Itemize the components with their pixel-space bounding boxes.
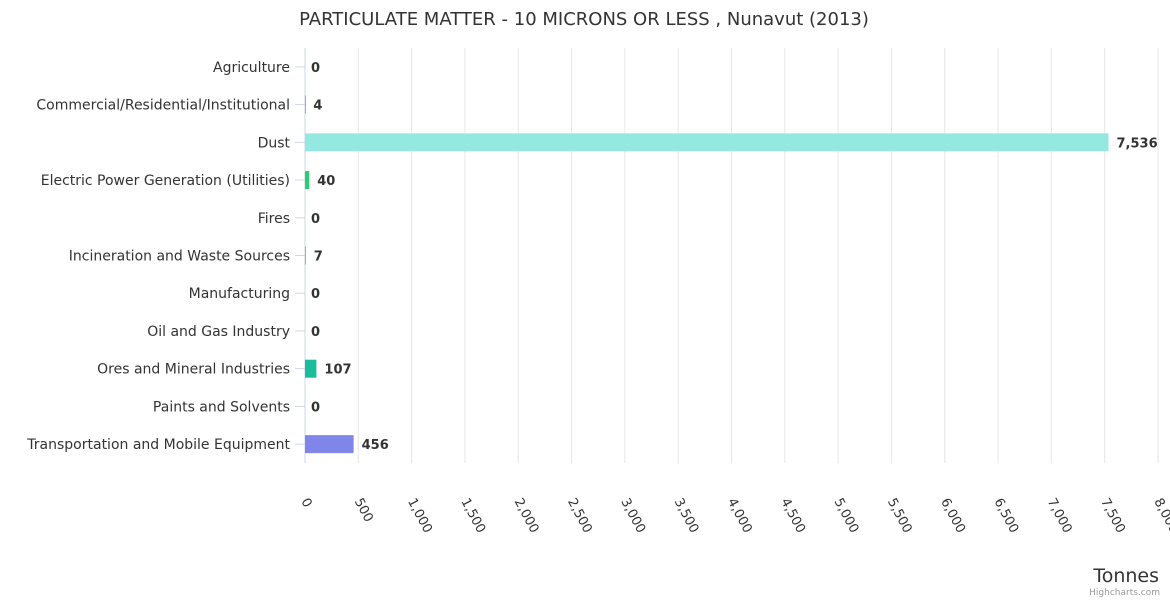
category-label: Ores and Mineral Industries bbox=[97, 362, 290, 378]
x-tick-label: 2,000 bbox=[511, 496, 542, 536]
category-label: Electric Power Generation (Utilities) bbox=[41, 173, 290, 189]
x-tick-label: 1,000 bbox=[404, 496, 435, 536]
data-label: 7 bbox=[314, 250, 323, 265]
data-label: 4 bbox=[313, 99, 322, 114]
x-tick-label: 4,500 bbox=[777, 496, 808, 536]
category-label: Commercial/Residential/Institutional bbox=[36, 98, 290, 114]
category-label: Fires bbox=[258, 211, 290, 227]
category-label: Paints and Solvents bbox=[153, 399, 290, 415]
bar bbox=[305, 435, 354, 454]
x-axis-title: Tonnes bbox=[1092, 565, 1159, 587]
category-label: Manufacturing bbox=[189, 286, 290, 302]
bar bbox=[305, 133, 1109, 152]
data-label: 0 bbox=[311, 325, 320, 340]
category-label: Transportation and Mobile Equipment bbox=[26, 437, 290, 453]
x-tick-label: 3,500 bbox=[671, 496, 702, 536]
bar bbox=[305, 246, 306, 265]
bar bbox=[305, 359, 317, 378]
x-tick-label: 6,000 bbox=[937, 496, 968, 536]
data-label: 0 bbox=[311, 61, 320, 76]
data-label: 7,536 bbox=[1117, 136, 1158, 151]
category-label: Incineration and Waste Sources bbox=[69, 249, 290, 265]
category-label: Dust bbox=[258, 135, 291, 151]
credits-link[interactable]: Highcharts.com bbox=[1089, 588, 1160, 598]
x-tick-label: 2,500 bbox=[564, 496, 595, 536]
chart-title: PARTICULATE MATTER - 10 MICRONS OR LESS … bbox=[299, 9, 869, 30]
x-tick-label: 4,000 bbox=[724, 496, 755, 536]
data-label: 0 bbox=[311, 287, 320, 302]
x-tick-label: 0 bbox=[297, 496, 314, 510]
x-tick-label: 6,500 bbox=[991, 496, 1022, 536]
data-label: 0 bbox=[311, 212, 320, 227]
x-tick-label: 5,500 bbox=[884, 496, 915, 536]
x-tick-label: 8,000 bbox=[1150, 496, 1170, 536]
x-tick-label: 3,000 bbox=[617, 496, 648, 536]
x-tick-label: 5,000 bbox=[831, 496, 862, 536]
x-tick-label: 7,500 bbox=[1097, 496, 1128, 536]
bar bbox=[305, 171, 310, 190]
category-label: Oil and Gas Industry bbox=[147, 324, 290, 340]
data-label: 40 bbox=[317, 174, 335, 189]
category-label: Agriculture bbox=[213, 60, 290, 76]
data-label: 0 bbox=[311, 400, 320, 415]
x-tick-label: 1,500 bbox=[457, 496, 488, 536]
data-label: 456 bbox=[362, 438, 389, 453]
data-label: 107 bbox=[324, 363, 351, 378]
x-tick-label: 7,000 bbox=[1044, 496, 1075, 536]
x-tick-label: 500 bbox=[351, 496, 376, 525]
